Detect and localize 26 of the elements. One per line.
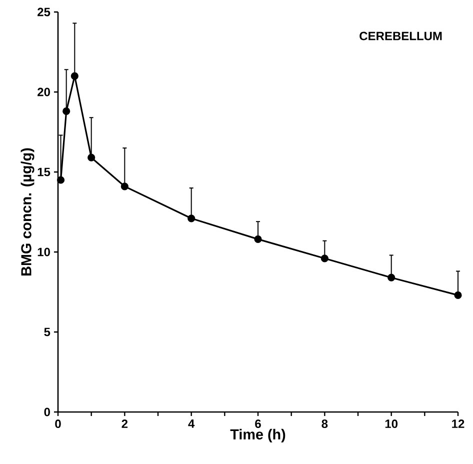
y-tick-label: 15 — [38, 168, 50, 176]
point — [62, 107, 70, 115]
point — [320, 254, 328, 262]
x-tick-label: 10 — [385, 420, 398, 428]
y-tick-label: 5 — [44, 328, 50, 336]
point — [454, 291, 462, 299]
x-tick-label: 6 — [255, 420, 261, 428]
point — [70, 72, 78, 80]
y-tick-label: 20 — [38, 88, 50, 96]
point — [56, 176, 65, 184]
point — [188, 214, 196, 222]
point — [254, 235, 262, 243]
x-tick-label: 0 — [55, 420, 61, 428]
point — [120, 182, 128, 190]
point — [388, 274, 396, 282]
x-tick-label: 8 — [322, 420, 328, 428]
y-tick-label: 0 — [44, 408, 50, 416]
y-tick-label: 25 — [38, 8, 50, 16]
point — [88, 154, 96, 162]
y-tick-label: 10 — [38, 248, 50, 256]
y-axis-title: BMG concn. (µg/g) — [20, 148, 34, 276]
x-tick-label: 4 — [188, 420, 195, 428]
x-tick-label: 2 — [122, 420, 128, 428]
x-tick-label: 12 — [452, 420, 464, 428]
x-axis-title: Time (h) — [230, 428, 286, 442]
annotation: CEREBELLUM — [360, 32, 442, 40]
